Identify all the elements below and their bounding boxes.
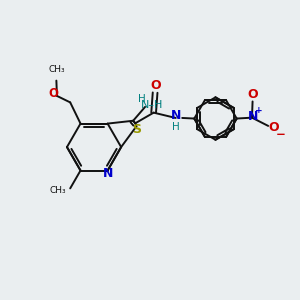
Text: N: N: [248, 110, 258, 123]
Text: CH₃: CH₃: [49, 186, 66, 195]
Text: O: O: [269, 121, 279, 134]
Text: H: H: [172, 122, 180, 132]
Text: H: H: [138, 94, 146, 104]
Text: N: N: [171, 110, 181, 122]
Text: O: O: [247, 88, 258, 101]
Text: O: O: [150, 79, 161, 92]
Text: −: −: [276, 128, 286, 141]
Text: S: S: [133, 123, 142, 136]
Text: N: N: [103, 167, 113, 180]
Text: O: O: [48, 87, 58, 100]
Text: +: +: [255, 106, 262, 115]
Text: N–H: N–H: [141, 100, 164, 110]
Text: CH₃: CH₃: [48, 64, 65, 74]
